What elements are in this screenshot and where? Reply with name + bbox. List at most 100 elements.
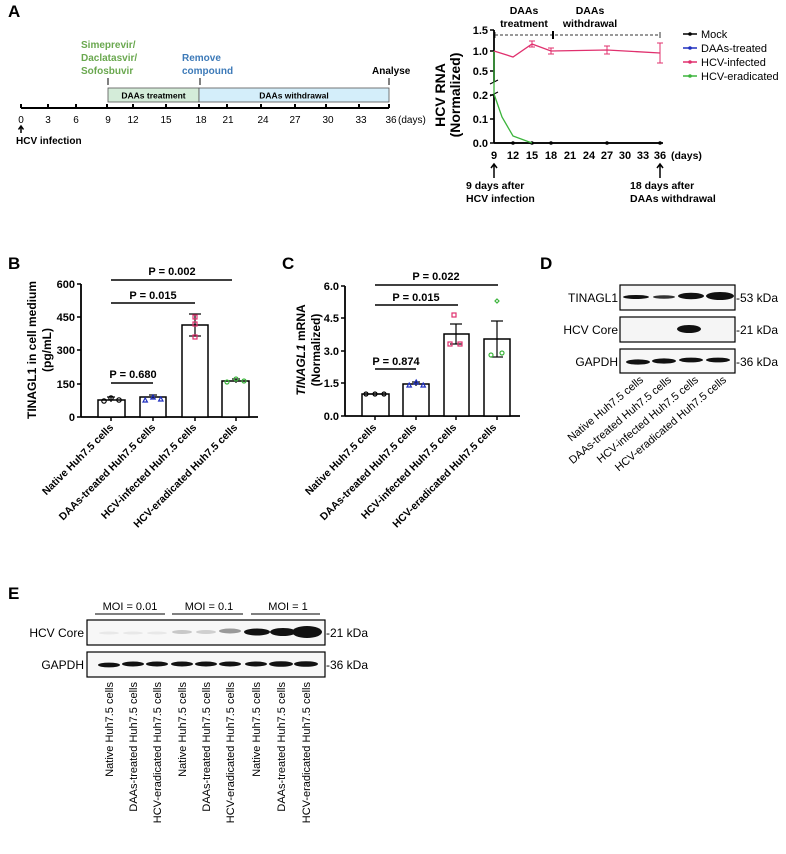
svg-text:18 days after: 18 days after [630, 180, 694, 192]
svg-text:0: 0 [18, 115, 24, 126]
svg-text:GAPDH: GAPDH [575, 355, 618, 369]
d-row-labels: TINAGL1 HCV Core GAPDH [563, 291, 618, 369]
panel-e-western-blot: MOI = 0.01 MOI = 0.1 MOI = 1 HCV Core GA… [29, 601, 368, 823]
svg-text:HCV infection: HCV infection [466, 193, 535, 205]
svg-text:Simeprevir/: Simeprevir/ [81, 40, 136, 51]
svg-text:24: 24 [583, 150, 596, 162]
timeline-tick-labels: 0 3 6 9 12 15 18 21 24 27 30 33 36 [18, 115, 397, 126]
svg-text:HCV-eradicated Huh7.5 cells: HCV-eradicated Huh7.5 cells [301, 682, 313, 824]
panel-label-c: C [282, 254, 295, 273]
svg-text:Sofosbuvir: Sofosbuvir [81, 66, 133, 77]
marker-arrows [107, 78, 390, 85]
svg-text:0.0: 0.0 [324, 411, 339, 423]
svg-text:(Normalized): (Normalized) [309, 314, 323, 387]
d-size-labels: -53 kDa -21 kDa -36 kDa [736, 291, 778, 369]
c-pvalues: P = 0.022 P = 0.015 P = 0.874 [372, 271, 459, 368]
svg-text:15: 15 [160, 115, 172, 126]
svg-text:150: 150 [57, 379, 75, 391]
treatment-box-label: DAAs treatment [121, 91, 185, 101]
y-tick-labels: 1.5 1.0 0.5 0.2 0.1 0.0 [473, 25, 488, 150]
svg-text:P = 0.874: P = 0.874 [372, 356, 420, 368]
svg-text:DAAs: DAAs [576, 5, 605, 17]
svg-text:P = 0.022: P = 0.022 [412, 271, 459, 283]
svg-text:3.0: 3.0 [324, 346, 339, 358]
panel-label-d: D [540, 254, 553, 273]
svg-text:Daclatasvir/: Daclatasvir/ [81, 53, 137, 64]
svg-text:33: 33 [637, 150, 649, 162]
c-y-label: TINAGL1 mRNA (Normalized) [294, 304, 323, 396]
svg-text:MOI = 1: MOI = 1 [268, 601, 307, 613]
svg-text:15: 15 [526, 150, 538, 162]
legend: Mock DAAs-treated HCV-infected HCV-eradi… [683, 29, 779, 83]
x-unit: (days) [671, 150, 702, 162]
panel-c-bar-chart: TINAGL1 mRNA (Normalized) 6.0 4.5 3.0 1.… [294, 271, 520, 530]
svg-text:0.1: 0.1 [473, 114, 488, 126]
svg-text:DAAs: DAAs [510, 5, 539, 17]
svg-text:(pg/mL): (pg/mL) [40, 328, 54, 372]
right-arrow-icon [656, 162, 664, 178]
drug-label: Simeprevir/ Daclatasvir/ Sofosbuvir [81, 40, 137, 77]
svg-text:9: 9 [105, 115, 111, 126]
b-y-label: TINAGL1 in cell medium (pg/mL) [25, 281, 54, 419]
svg-text:0.0: 0.0 [473, 138, 488, 150]
svg-text:18: 18 [195, 115, 207, 126]
svg-text:HCV-eradicated: HCV-eradicated [701, 71, 779, 83]
panel-label-a: A [8, 2, 21, 21]
b-pvalues: P = 0.002 P = 0.015 P = 0.680 [109, 266, 195, 381]
svg-text:-21 kDa: -21 kDa [326, 626, 368, 640]
moi-labels: MOI = 0.01 MOI = 0.1 MOI = 1 [103, 601, 308, 613]
svg-text:TINAGL1: TINAGL1 [568, 291, 618, 305]
e-size-labels: -21 kDa -36 kDa [326, 626, 368, 672]
withdrawal-box [198, 87, 390, 103]
svg-text:treatment: treatment [500, 18, 548, 30]
svg-text:300: 300 [57, 345, 75, 357]
panel-label-b: B [8, 254, 21, 273]
svg-text:DAAs-treated Huh7.5 cells: DAAs-treated Huh7.5 cells [276, 682, 288, 812]
timeline-ticks [20, 104, 390, 108]
svg-text:DAAs-treated: DAAs-treated [701, 43, 767, 55]
c-x-labels: Native Huh7.5 cells DAAs-treated Huh7.5 … [303, 422, 499, 531]
svg-text:1.0: 1.0 [473, 46, 488, 58]
b-x-labels: Native Huh7.5 cells DAAs-treated Huh7.5 … [40, 422, 240, 531]
svg-text:HCV Core: HCV Core [29, 626, 84, 640]
svg-text:-53 kDa: -53 kDa [736, 291, 778, 305]
svg-text:9: 9 [491, 150, 497, 162]
svg-text:18: 18 [545, 150, 557, 162]
svg-text:27: 27 [601, 150, 613, 162]
svg-text:21: 21 [564, 150, 576, 162]
legend-item-daas-treated: DAAs-treated [683, 43, 767, 55]
analyse-label: Analyse [372, 66, 411, 77]
svg-text:P = 0.015: P = 0.015 [392, 292, 439, 304]
svg-text:36: 36 [385, 115, 397, 126]
svg-text:24: 24 [257, 115, 269, 126]
y-axis-label: HCV RNA (Normalized) [432, 53, 463, 138]
svg-text:P = 0.680: P = 0.680 [109, 369, 156, 381]
svg-text:HCV-eradicated Huh7.5 cells: HCV-eradicated Huh7.5 cells [152, 682, 164, 824]
svg-text:6.0: 6.0 [324, 281, 339, 293]
hcv-rna-plot: DAAs treatment DAAs withdrawal HCV RNA (… [432, 5, 779, 205]
panel-label-e: E [8, 584, 20, 603]
svg-text:-36 kDa: -36 kDa [326, 658, 368, 672]
svg-text:HCV-infected: HCV-infected [701, 57, 766, 69]
panel-b-bar-chart: TINAGL1 in cell medium (pg/mL) 600 450 3… [25, 266, 258, 530]
svg-text:6: 6 [73, 115, 79, 126]
svg-text:Mock: Mock [701, 29, 728, 41]
svg-text:HCV-eradicated Huh7.5 cells: HCV-eradicated Huh7.5 cells [225, 682, 237, 824]
svg-text:HCV RNA: HCV RNA [432, 63, 448, 127]
e-lane-labels: Native Huh7.5 cells DAAs-treated Huh7.5 … [104, 682, 313, 824]
svg-text:0.5: 0.5 [473, 66, 488, 78]
x-tick-labels: 9 12 15 18 21 24 27 30 33 36 [491, 150, 666, 162]
svg-text:600: 600 [57, 279, 75, 291]
panel-d-western-blot: TINAGL1 HCV Core GAPDH -53 kDa -21 kDa -… [563, 284, 778, 474]
svg-text:27: 27 [289, 115, 301, 126]
legend-item-hcv-infected: HCV-infected [683, 57, 766, 69]
svg-text:0.2: 0.2 [473, 90, 488, 102]
svg-text:TINAGL1 mRNA: TINAGL1 mRNA [294, 304, 308, 396]
svg-text:-21 kDa: -21 kDa [736, 323, 778, 337]
svg-text:36: 36 [654, 150, 666, 162]
phase-labels: DAAs treatment DAAs withdrawal [500, 5, 617, 30]
svg-text:-36 kDa: -36 kDa [736, 355, 778, 369]
svg-text:GAPDH: GAPDH [41, 658, 84, 672]
svg-text:33: 33 [355, 115, 367, 126]
